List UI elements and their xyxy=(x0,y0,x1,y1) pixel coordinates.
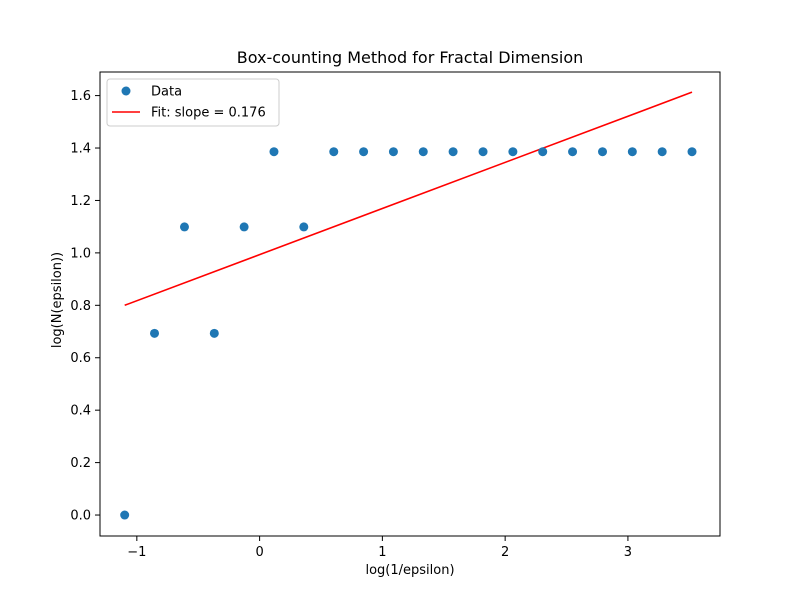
axes-frame xyxy=(99,71,721,537)
data-point xyxy=(179,222,189,232)
x-tick-label: −1 xyxy=(127,545,146,560)
data-point xyxy=(627,147,637,157)
plot-area xyxy=(120,91,697,520)
data-point xyxy=(418,147,428,157)
data-point xyxy=(359,147,369,157)
data-point xyxy=(478,147,488,157)
x-tick-label: 3 xyxy=(624,545,632,560)
data-point xyxy=(269,147,279,157)
data-point xyxy=(448,147,458,157)
y-tick-label: 1.0 xyxy=(70,246,91,261)
data-point xyxy=(687,147,697,157)
chart-title: Box-counting Method for Fractal Dimensio… xyxy=(237,48,584,67)
data-point xyxy=(598,147,608,157)
x-axis-label: log(1/epsilon) xyxy=(365,563,454,578)
data-point xyxy=(388,147,398,157)
data-point xyxy=(657,147,667,157)
y-axis-ticks: 0.0 0.2 0.4 0.6 0.8 1.0 1.2 1.4 1.6 xyxy=(70,89,100,524)
data-point xyxy=(508,147,518,157)
x-tick-label: 0 xyxy=(255,545,263,560)
legend: Data Fit: slope = 0.176 xyxy=(106,78,280,127)
legend-box xyxy=(106,78,280,127)
y-tick-label: 0.6 xyxy=(70,351,91,366)
y-tick-label: 1.2 xyxy=(70,194,91,209)
fit-line xyxy=(124,91,693,307)
legend-entry-label: Data xyxy=(151,85,182,100)
y-tick-label: 0.0 xyxy=(70,509,91,524)
y-tick-label: 0.4 xyxy=(70,404,91,419)
data-point xyxy=(538,147,548,157)
data-point xyxy=(120,510,130,520)
data-point xyxy=(329,147,339,157)
data-point xyxy=(568,147,578,157)
y-tick-label: 0.2 xyxy=(70,456,91,471)
data-point xyxy=(150,328,160,338)
data-point xyxy=(239,222,249,232)
x-tick-label: 2 xyxy=(501,545,509,560)
legend-entry-label: Fit: slope = 0.176 xyxy=(151,106,266,121)
data-point xyxy=(209,328,219,338)
legend-marker-data xyxy=(121,86,131,96)
x-axis-ticks: −1 0 1 2 3 xyxy=(127,536,632,560)
y-tick-label: 1.6 xyxy=(70,89,91,104)
y-tick-label: 1.4 xyxy=(70,142,91,157)
y-axis-label: log(N(epsilon)) xyxy=(50,252,65,348)
data-point xyxy=(299,222,309,232)
y-tick-label: 0.8 xyxy=(70,299,91,314)
x-tick-label: 1 xyxy=(378,545,386,560)
